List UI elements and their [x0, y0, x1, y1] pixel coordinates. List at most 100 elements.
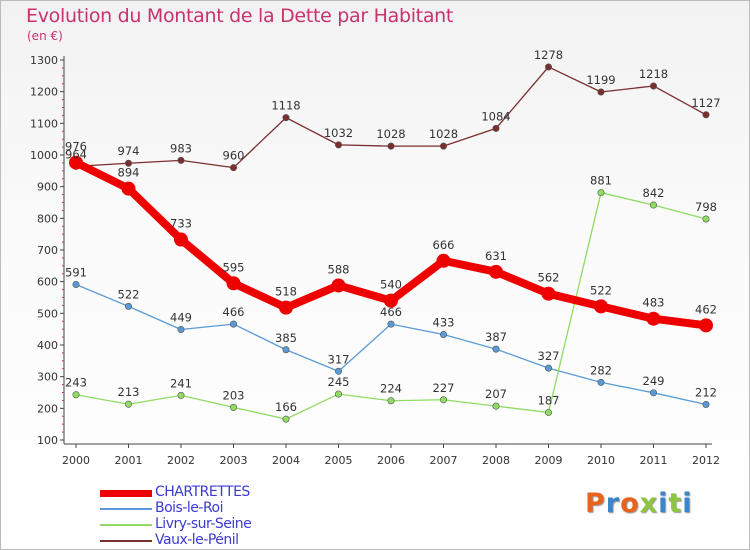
data-label-bois-le-roi: 433: [433, 316, 455, 330]
data-point-livry-sur-seine: [72, 391, 80, 399]
y-tick-label: 1000: [30, 149, 58, 162]
data-label-livry-sur-seine: 227: [433, 381, 455, 395]
data-label-chartrettes: 631: [485, 249, 507, 263]
x-tick-label: 2006: [377, 454, 405, 467]
y-tick-label: 900: [37, 181, 58, 194]
data-label-livry-sur-seine: 241: [170, 376, 192, 390]
data-label-chartrettes: 595: [223, 260, 245, 274]
data-point-chartrettes: [331, 278, 346, 293]
data-label-livry-sur-seine: 213: [118, 385, 140, 399]
data-label-bois-le-roi: 522: [118, 287, 140, 301]
data-point-bois-le-roi: [125, 302, 133, 310]
data-label-chartrettes: 562: [538, 271, 560, 285]
data-label-chartrettes: 518: [275, 285, 297, 299]
data-point-livry-sur-seine: [334, 390, 342, 398]
data-point-vaux-le-p-nil: [649, 82, 657, 90]
data-point-chartrettes: [174, 232, 188, 247]
y-tick-label: 700: [37, 244, 58, 257]
chart-unit: (en €): [27, 29, 63, 43]
data-point-bois-le-roi: [230, 320, 238, 328]
data-point-vaux-le-p-nil: [702, 111, 710, 119]
data-point-chartrettes: [384, 293, 398, 308]
data-label-bois-le-roi: 327: [538, 349, 560, 363]
data-point-bois-le-roi: [387, 320, 395, 328]
data-point-livry-sur-seine: [597, 189, 605, 197]
y-tick-label: 1300: [30, 54, 58, 67]
data-label-vaux-le-p-nil: 1118: [271, 99, 300, 113]
data-label-bois-le-roi: 387: [485, 330, 507, 344]
data-point-chartrettes: [226, 276, 241, 291]
data-point-bois-le-roi: [544, 364, 552, 372]
data-point-chartrettes: [541, 286, 556, 301]
data-point-livry-sur-seine: [125, 400, 133, 408]
data-point-bois-le-roi: [177, 325, 185, 333]
series-layer: [69, 63, 713, 423]
data-label-bois-le-roi: 249: [643, 374, 665, 388]
data-label-vaux-le-p-nil: 960: [223, 149, 245, 163]
y-tick-label: 800: [37, 212, 58, 225]
data-label-chartrettes: 666: [433, 238, 455, 252]
data-label-chartrettes: 462: [695, 302, 717, 316]
data-point-bois-le-roi: [492, 345, 500, 353]
data-label-bois-le-roi: 282: [590, 363, 612, 377]
data-label-livry-sur-seine: 224: [380, 382, 402, 396]
logo-letter: o: [620, 488, 640, 519]
data-point-vaux-le-p-nil: [387, 142, 395, 150]
data-label-livry-sur-seine: 245: [328, 375, 350, 389]
x-tick-label: 2001: [115, 454, 143, 467]
y-tick-label: 400: [37, 339, 58, 352]
legend-label: Livry-sur-Seine: [155, 516, 252, 532]
data-point-chartrettes: [121, 181, 136, 196]
x-tick-label: 2008: [482, 454, 510, 467]
data-point-bois-le-roi: [649, 389, 657, 397]
data-point-bois-le-roi: [282, 346, 290, 354]
data-point-chartrettes: [279, 300, 293, 315]
x-tick-label: 2002: [167, 454, 195, 467]
y-tick-label: 100: [37, 434, 58, 447]
data-label-vaux-le-p-nil: 1028: [376, 127, 405, 141]
data-label-layer: 591 522 449 466 385 317 466 433 387 327 282 249 212 2…: [65, 48, 721, 414]
y-tick-label: 500: [37, 307, 58, 320]
proxiti-logo: Proxiti: [585, 488, 693, 519]
data-label-bois-le-roi: 449: [170, 310, 192, 324]
data-label-vaux-le-p-nil: 1278: [534, 48, 563, 62]
data-point-bois-le-roi: [597, 378, 605, 386]
x-tick-label: 2000: [62, 454, 90, 467]
data-label-livry-sur-seine: 207: [485, 387, 507, 401]
data-label-vaux-le-p-nil: 1032: [324, 126, 353, 140]
x-tick-label: 2005: [325, 454, 353, 467]
data-label-chartrettes: 483: [643, 296, 665, 310]
data-point-bois-le-roi: [702, 401, 710, 409]
data-point-bois-le-roi: [439, 331, 447, 339]
data-point-chartrettes: [436, 253, 451, 268]
legend-swatch: [100, 524, 152, 526]
data-point-livry-sur-seine: [282, 415, 290, 423]
logo-letter: x: [639, 488, 659, 519]
axes: 100 200 300 400 500 600 700 800 900 1000 1100 1200 1…: [30, 54, 720, 467]
data-label-vaux-le-p-nil: 1218: [639, 67, 668, 81]
x-tick-label: 2004: [272, 454, 300, 467]
data-point-vaux-le-p-nil: [282, 114, 290, 122]
legend-label: Vaux-le-Pénil: [155, 532, 239, 548]
data-label-vaux-le-p-nil: 964: [65, 147, 87, 161]
y-tick-label: 300: [37, 371, 58, 384]
logo-letter: i: [682, 488, 693, 519]
data-point-vaux-le-p-nil: [230, 164, 238, 172]
data-label-livry-sur-seine: 187: [538, 393, 560, 407]
legend-label: Bois-le-Roi: [155, 500, 224, 516]
data-point-livry-sur-seine: [492, 402, 500, 410]
data-point-livry-sur-seine: [230, 403, 238, 411]
data-label-livry-sur-seine: 842: [643, 186, 665, 200]
data-point-vaux-le-p-nil: [177, 156, 185, 164]
data-point-vaux-le-p-nil: [334, 141, 342, 149]
data-label-vaux-le-p-nil: 1084: [481, 109, 510, 123]
data-point-vaux-le-p-nil: [544, 63, 552, 71]
x-tick-label: 2011: [640, 454, 668, 467]
y-tick-label: 1200: [30, 86, 58, 99]
x-tick-label: 2007: [430, 454, 458, 467]
logo-letter: P: [585, 488, 606, 519]
data-label-vaux-le-p-nil: 1199: [586, 73, 615, 87]
legend-swatch: [100, 490, 152, 497]
y-tick-label: 200: [37, 402, 58, 415]
